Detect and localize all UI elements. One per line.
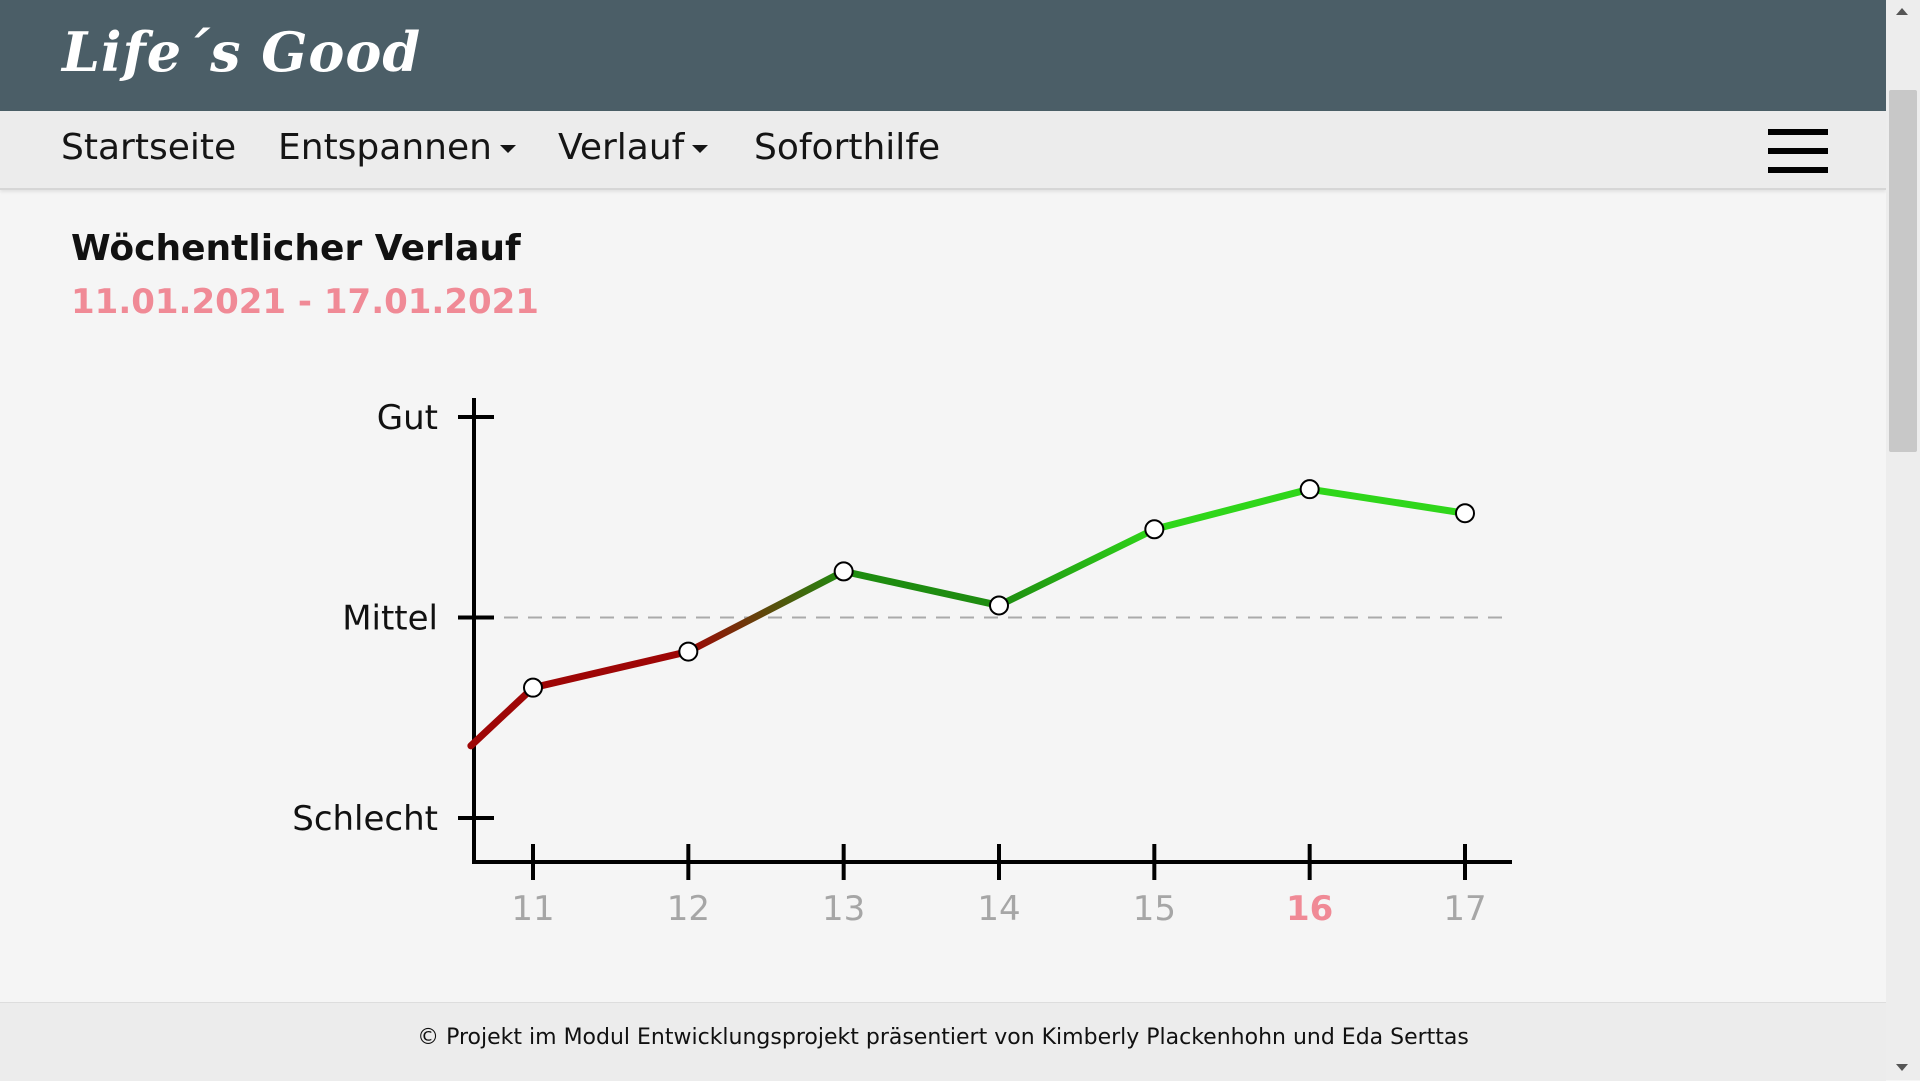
app-header: Life´s Good [0, 0, 1886, 111]
y-tick-label-gut: Gut [377, 398, 438, 438]
nav-item-verlauf[interactable]: Verlauf [558, 127, 709, 168]
nav-item-soforthilfe[interactable]: Soforthilfe [754, 127, 940, 168]
series-line-segment [467, 684, 537, 750]
nav-item-label: Verlauf [558, 127, 685, 168]
x-tick-label-14: 14 [977, 889, 1020, 929]
footer-text: © Projekt im Modul Entwicklungsprojekt p… [417, 1025, 1469, 1050]
caret-down-icon [692, 145, 709, 153]
nav-item-label: Startseite [61, 127, 237, 168]
scrollbar-thumb[interactable] [1889, 90, 1917, 452]
caret-down-icon [499, 145, 516, 153]
hamburger-menu-icon[interactable] [1768, 129, 1828, 173]
data-point-12 [678, 641, 699, 662]
nav-item-entspannen[interactable]: Entspannen [278, 127, 516, 168]
series-line-segment [995, 525, 1158, 609]
x-tick-label-15: 15 [1133, 889, 1176, 929]
main-nav: Startseite Entspannen Verlauf Soforthilf… [0, 111, 1886, 190]
y-tick-label-mittel: Mittel [342, 599, 438, 639]
data-point-11 [523, 677, 543, 698]
scroll-up-arrow-icon[interactable] [1896, 8, 1908, 15]
series-line-segment [1150, 485, 1314, 533]
data-point-17 [1455, 503, 1475, 524]
series-line-segment [529, 648, 692, 692]
series-line-segment [1306, 485, 1469, 517]
app-logo[interactable]: Life´s Good [62, 20, 422, 84]
footer: © Projekt im Modul Entwicklungsprojekt p… [0, 1002, 1886, 1081]
series-line-segment [840, 567, 1003, 609]
data-point-14 [989, 595, 1009, 616]
x-tick-label-17: 17 [1443, 889, 1486, 929]
series-line-segment [684, 567, 848, 656]
nav-item-label: Soforthilfe [754, 127, 941, 168]
y-tick-label-schlecht: Schlecht [292, 799, 438, 839]
x-tick-label-16: 16 [1286, 889, 1333, 929]
x-tick-label-11: 11 [511, 889, 554, 929]
scroll-down-arrow-icon[interactable] [1896, 1064, 1908, 1071]
page-title: Wöchentlicher Verlauf [71, 228, 521, 269]
mood-line-chart: Gut Mittel Schlecht 11 12 13 14 15 16 17 [292, 398, 1512, 929]
data-point-13 [833, 561, 854, 582]
date-range: 11.01.2021 - 17.01.2021 [71, 282, 539, 322]
data-point-15 [1144, 519, 1165, 540]
nav-item-label: Entspannen [278, 127, 492, 168]
nav-item-startseite[interactable]: Startseite [61, 127, 236, 168]
x-tick-label-13: 13 [822, 889, 865, 929]
data-point-16 [1299, 479, 1320, 500]
x-tick-label-12: 12 [667, 889, 710, 929]
